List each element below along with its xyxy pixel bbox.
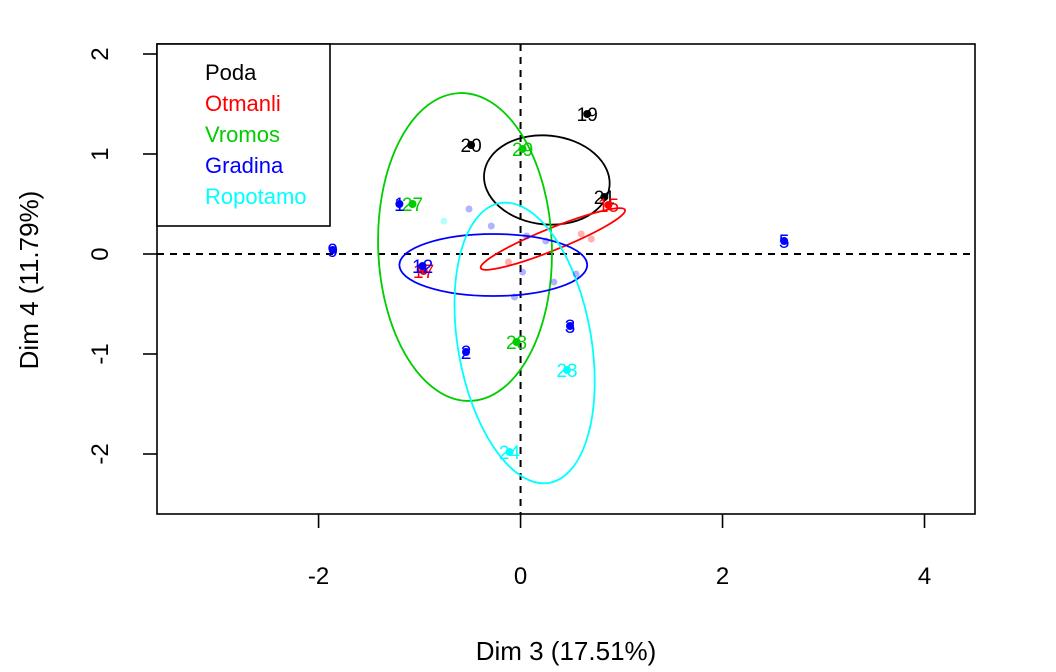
x-axis-title: Dim 3 (17.51%) — [476, 636, 657, 666]
point-20 — [467, 141, 476, 149]
point-24 — [505, 448, 514, 456]
legend-entry-ropotamo: Ropotamo — [205, 184, 307, 209]
supplementary-point-11 — [550, 278, 558, 286]
legend-entry-otmanli: Otmanli — [205, 91, 281, 116]
legend-entry-gradina: Gradina — [205, 153, 284, 178]
point-label-19: 19 — [577, 105, 598, 126]
reference-lines — [157, 44, 975, 514]
x-tick-label: 4 — [918, 563, 931, 590]
point-29 — [518, 145, 527, 153]
legend: Poda Otmanli Vromos Gradina Ropotamo — [156, 43, 331, 227]
x-tick-label: -2 — [308, 563, 329, 590]
x-tick-label: 0 — [514, 563, 527, 590]
y-tick-label: 2 — [87, 47, 114, 60]
supplementary-point-1 — [465, 205, 473, 213]
point-label-20: 20 — [461, 136, 482, 157]
point-19 — [583, 110, 592, 118]
supplementary-point-3 — [487, 222, 495, 230]
supplementary-point-2 — [440, 217, 448, 225]
supplementary-point-7 — [587, 235, 595, 243]
ellipse-poda — [483, 134, 611, 226]
y-tick-label: -1 — [87, 343, 114, 364]
point-label-28: 28 — [506, 333, 527, 354]
supplementary-point-5 — [542, 237, 550, 245]
plot-border — [156, 43, 976, 515]
point-label-27: 27 — [402, 195, 423, 216]
y-tick-label: 0 — [87, 247, 114, 260]
point-label-5: 5 — [779, 232, 790, 253]
point-27 — [408, 200, 417, 208]
y-tick-label: -2 — [87, 443, 114, 464]
supplementary-point-9 — [519, 268, 527, 276]
point-9 — [328, 246, 337, 254]
confidence-ellipses — [377, 92, 626, 485]
point-28 — [512, 338, 521, 346]
point-label-12: 12 — [412, 257, 433, 278]
ellipse-ropotamo — [453, 201, 596, 485]
point-label-23: 23 — [556, 361, 577, 382]
point-15 — [604, 201, 613, 209]
point-12 — [418, 262, 427, 270]
point-label-9: 9 — [327, 241, 338, 262]
y-tick-label: 1 — [87, 147, 114, 160]
legend-entry-poda: Poda — [205, 60, 257, 85]
point-label-2: 2 — [461, 343, 472, 364]
x-tick-label: 2 — [716, 563, 729, 590]
plot-frame — [156, 43, 976, 515]
supplementary-point-8 — [504, 258, 512, 266]
legend-box — [156, 43, 331, 227]
point-label-29: 29 — [512, 140, 533, 161]
point-23 — [563, 366, 572, 374]
supplementary-points — [440, 205, 595, 301]
point-21 — [600, 193, 609, 201]
y-axis-title: Dim 4 (11.79%) — [14, 191, 44, 370]
supplementary-point-4 — [523, 232, 531, 240]
point-label-15: 15 — [598, 196, 619, 217]
ellipse-gradina — [398, 233, 589, 297]
point-1 — [395, 200, 404, 208]
supplementary-point-10 — [572, 270, 580, 278]
point-label-1: 1 — [394, 195, 405, 216]
legend-entry-vromos: Vromos — [205, 122, 280, 147]
point-label-3: 3 — [565, 317, 576, 338]
point-3 — [566, 322, 575, 330]
point-5 — [780, 237, 789, 245]
supplementary-point-12 — [510, 293, 518, 301]
point-2 — [462, 348, 471, 356]
point-label-24: 24 — [499, 443, 521, 464]
supplementary-point-6 — [577, 230, 585, 238]
point-label-17: 17 — [413, 262, 434, 283]
